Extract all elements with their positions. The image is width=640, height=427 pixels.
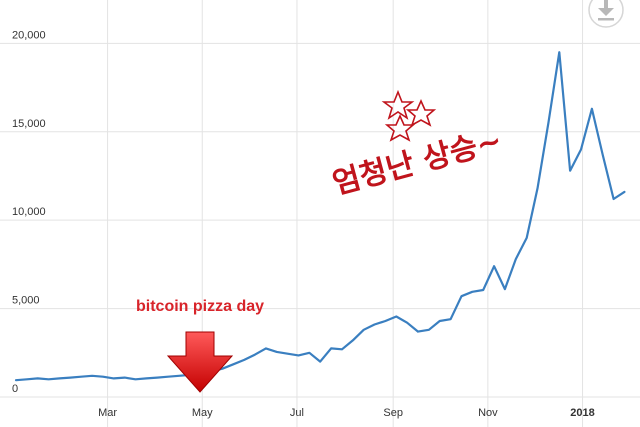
x-tick-label: Sep bbox=[383, 407, 403, 419]
y-tick-label: 0 bbox=[12, 383, 18, 395]
x-tick-label: Nov bbox=[478, 407, 498, 419]
x-tick-label: May bbox=[192, 407, 213, 419]
y-tick-label: 15,000 bbox=[12, 118, 46, 130]
series-line bbox=[14, 51, 626, 382]
stars-decoration-icon bbox=[381, 89, 437, 142]
y-tick-label: 5,000 bbox=[12, 295, 40, 307]
pizza-day-annotation: bitcoin pizza day bbox=[136, 298, 264, 315]
price-series bbox=[14, 51, 626, 382]
x-axis-ticks: Mar May Jul Sep Nov 2018 bbox=[98, 407, 595, 419]
huge-rise-annotation: 엄청난 상승~ bbox=[329, 123, 506, 202]
y-axis-ticks: 0 5,000 10,000 15,000 20,000 bbox=[12, 29, 46, 395]
red-down-arrow-icon bbox=[166, 331, 234, 393]
x-tick-label: 2018 bbox=[570, 407, 594, 419]
download-icon[interactable] bbox=[588, 0, 624, 28]
x-tick-label: Mar bbox=[98, 407, 117, 419]
y-tick-label: 20,000 bbox=[12, 29, 46, 41]
y-tick-label: 10,000 bbox=[12, 206, 46, 218]
x-tick-label: Jul bbox=[290, 407, 304, 419]
